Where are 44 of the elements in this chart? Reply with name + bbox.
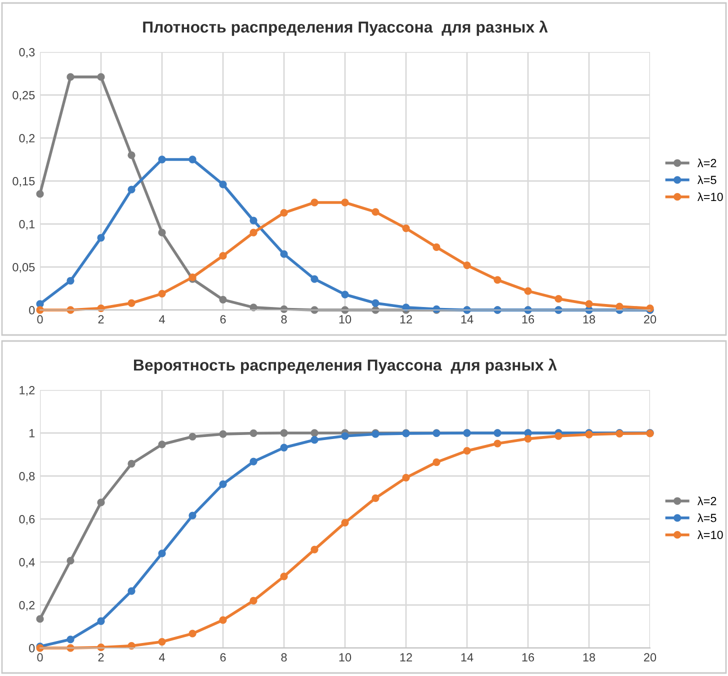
x-tick-label: 12 [400,653,412,662]
y-tick-label: 0,2 [19,601,35,611]
x-tick-label: 4 [158,315,165,324]
x-tick-label: 20 [644,653,656,662]
y-tick-label: 0,2 [19,134,35,144]
y-tick-label: 0,4 [19,558,35,568]
x-tick-label: 20 [644,315,656,324]
x-tick-label: 6 [220,315,226,324]
x-tick-label: 18 [583,315,596,324]
y-tick-label: 0,3 [19,48,35,58]
x-tick-label: 12 [400,315,412,324]
legend-label: λ=2 [698,496,716,506]
x-tick-label: 10 [339,653,352,662]
y-tick-label: 0,6 [19,515,35,525]
chart-title: Вероятность распределения Пуассона для разных λ [134,358,557,374]
x-tick-label: 8 [281,315,287,324]
x-tick-label: 18 [583,653,596,662]
y-tick-label: 0,05 [12,263,35,273]
x-tick-label: 16 [522,653,534,662]
y-tick-label: 0,8 [19,472,35,482]
y-tick-label: 1,2 [20,386,35,396]
y-tick-label: 1 [29,429,35,438]
y-tick-label: 0 [29,306,35,314]
legend-label: λ=5 [698,513,716,522]
x-tick-label: 14 [461,315,474,324]
y-tick-label: 0,15 [12,177,35,187]
x-tick-label: 14 [461,653,474,662]
y-tick-label: 0 [29,644,35,652]
legend-label: λ=5 [698,176,716,184]
x-tick-label: 2 [98,315,104,324]
legend-label: λ=10 [698,530,723,540]
x-tick-label: 2 [98,653,104,662]
x-tick-label: 4 [158,653,165,662]
x-tick-label: 16 [522,315,534,324]
legend-label: λ=2 [698,158,716,168]
x-tick-label: 0 [37,653,43,662]
x-tick-label: 0 [37,315,43,324]
y-tick-label: 0,25 [12,91,35,101]
x-tick-label: 8 [281,653,287,662]
x-tick-label: 10 [339,315,352,324]
chart-title: Плотность распределения Пуассона для разных λ [143,20,548,36]
x-tick-label: 6 [220,653,226,662]
legend-label: λ=10 [698,192,723,202]
y-tick-label: 0,1 [19,220,35,230]
